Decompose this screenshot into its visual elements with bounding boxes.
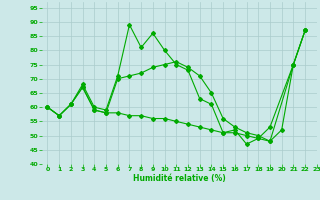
X-axis label: Humidité relative (%): Humidité relative (%) <box>133 174 226 183</box>
